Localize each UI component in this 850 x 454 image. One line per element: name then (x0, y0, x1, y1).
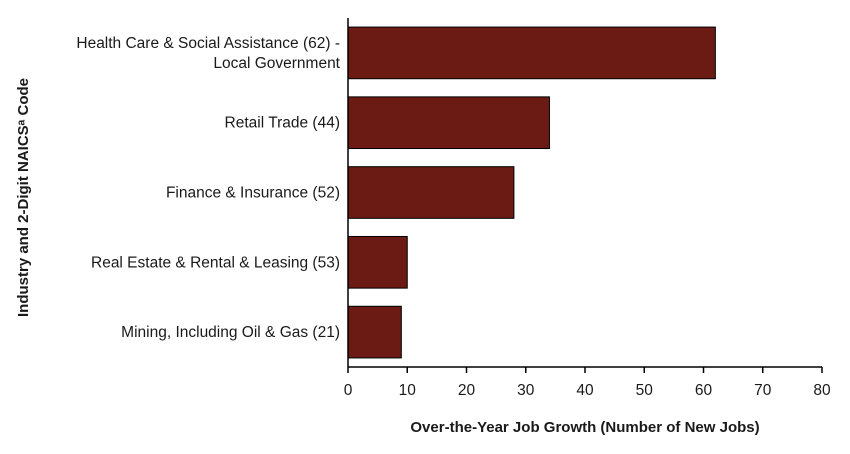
bar-0 (347, 26, 716, 80)
x-tick-label-7: 70 (754, 382, 772, 399)
x-tick-label-2: 20 (458, 382, 476, 399)
x-tick-label-0: 0 (344, 382, 353, 399)
x-tick-label-5: 50 (636, 382, 654, 399)
y-axis-title: Industry and 2-Digit NAICSᵃ Code (15, 78, 32, 317)
bar-2 (347, 166, 515, 219)
bar-3 (347, 235, 408, 289)
category-label-3-0: Real Estate & Rental & Leasing (53) (91, 254, 340, 271)
category-label-1-0: Retail Trade (44) (225, 115, 340, 132)
bar-1 (347, 96, 550, 150)
category-label-4-0: Mining, Including Oil & Gas (21) (121, 324, 340, 341)
x-tick-label-3: 30 (517, 382, 535, 399)
x-axis-title: Over-the-Year Job Growth (Number of New … (410, 419, 759, 436)
x-tick-label-1: 10 (399, 382, 417, 399)
category-labels: Health Care & Social Assistance (62) - Lo… (76, 35, 340, 341)
bars (347, 26, 716, 359)
category-label-0-0: Health Care & Social Assistance (62) - (76, 35, 340, 52)
bar-4 (347, 305, 402, 359)
category-label-0-1: Local Government (213, 55, 340, 72)
x-tick-label-6: 60 (695, 382, 713, 399)
x-tick-label-8: 80 (813, 382, 831, 399)
x-ticks: 0 10 20 30 40 50 60 70 80 (344, 367, 831, 399)
x-tick-label-4: 40 (576, 382, 594, 399)
category-label-2-0: Finance & Insurance (52) (166, 185, 340, 202)
